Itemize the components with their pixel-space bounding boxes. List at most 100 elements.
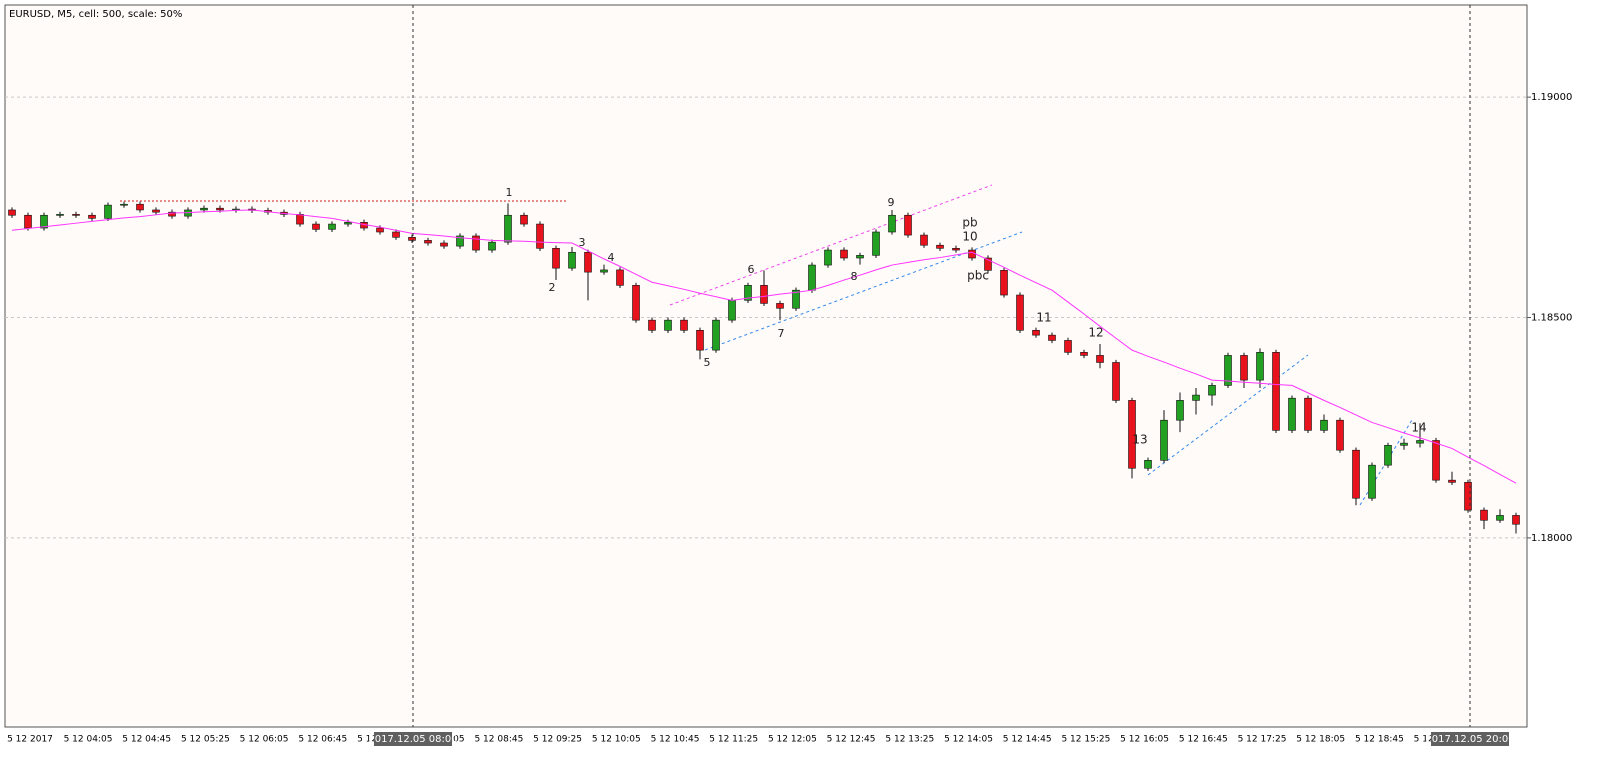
candle-body [328, 223, 336, 230]
x-tick-label: 5 12 17:25 [1238, 735, 1287, 745]
candle-body [1512, 515, 1520, 525]
candle-body [888, 214, 896, 233]
candle-body [136, 203, 144, 211]
candle-body [296, 214, 304, 225]
candle-body [1224, 355, 1232, 386]
candle-body [1352, 449, 1360, 499]
x-tick-label: 5 12 11:25 [709, 735, 758, 745]
candle-body [408, 236, 416, 241]
x-tick-label: 5 12 18:05 [1296, 735, 1345, 745]
annotation: 14 [1411, 421, 1426, 435]
x-tick-label: 5 12 16:45 [1179, 735, 1228, 745]
x-tick-label: 5 12 05:25 [181, 735, 230, 745]
candle-body [216, 207, 224, 211]
x-tick-label: 5 12 10:05 [592, 735, 641, 745]
annotation: 1 [506, 186, 513, 199]
crosshair-label: 2017.12.05 20:00 [1425, 734, 1514, 745]
candle-body [1400, 442, 1408, 446]
annotation: 2 [549, 281, 556, 294]
candle-body [1304, 397, 1312, 431]
candle-body [584, 251, 592, 273]
candle-body [440, 242, 448, 247]
candle-body [1112, 362, 1120, 401]
candle-body [1384, 445, 1392, 466]
x-tick-label: 5 12 04:05 [64, 735, 113, 745]
candle-body [952, 248, 960, 251]
candle-body [200, 207, 208, 211]
annotation: 6 [748, 263, 755, 276]
x-tick-label: 5 12 06:05 [240, 735, 289, 745]
crosshair-label-box [374, 732, 452, 746]
candle-body [568, 251, 576, 269]
y-tick-label: 1.19000 [1531, 92, 1572, 103]
candle-body [632, 285, 640, 321]
candle-body [1032, 329, 1040, 336]
candle-body [856, 255, 864, 259]
candle-body [824, 249, 832, 266]
candle-body [552, 248, 560, 269]
candle-body [1368, 464, 1376, 499]
candle-body [120, 203, 128, 206]
candle-body [920, 234, 928, 246]
candle-body [904, 214, 912, 236]
candle-body [728, 300, 736, 321]
candle-body [40, 214, 48, 229]
candle-body [1128, 400, 1136, 469]
candle-body [1496, 515, 1504, 521]
candle-body [376, 227, 384, 233]
candle-body [680, 319, 688, 331]
x-tick-label: 5 12 13:25 [885, 735, 934, 745]
annotation: 5 [704, 356, 711, 369]
candle-body [1160, 419, 1168, 461]
candle-body [456, 235, 464, 247]
candle-body [104, 204, 112, 219]
x-tick-label: 5 12 18:45 [1355, 735, 1404, 745]
chart-title: EURUSD, M5, cell: 500, scale: 50% [9, 9, 182, 20]
candle-body [488, 241, 496, 251]
candle-body [600, 269, 608, 273]
candle-body [1080, 352, 1088, 356]
candle-body [648, 319, 656, 331]
candle-body [1000, 270, 1008, 296]
candle-body [776, 303, 784, 309]
candle-body [760, 285, 768, 304]
annotation: 12 [1088, 326, 1103, 340]
annotation: 11 [1036, 311, 1051, 325]
moving-average [11, 209, 1517, 484]
x-tick-label: 5 12 14:05 [944, 735, 993, 745]
x-tick-label: 5 12 10:45 [651, 735, 700, 745]
candle-body [504, 214, 512, 243]
candle-body [168, 211, 176, 217]
candle-body [536, 223, 544, 249]
candle-body [520, 214, 528, 225]
x-tick-label: 5 12 08:45 [474, 735, 523, 745]
candle-body [1432, 440, 1440, 481]
crosshair-label: 2017.12.05 08:00 [368, 734, 457, 745]
candle-body [152, 209, 160, 213]
x-tick-label: 5 12 12:05 [768, 735, 817, 745]
candle-body [1240, 355, 1248, 381]
candle-body [840, 249, 848, 259]
candle-body [1480, 509, 1488, 521]
candle-body [24, 214, 32, 229]
y-tick-label: 1.18500 [1531, 313, 1572, 324]
annotation: pb [962, 216, 977, 230]
x-tick-label: 5 12 12:45 [827, 735, 876, 745]
candle-body [312, 223, 320, 230]
candle-body [1288, 397, 1296, 431]
annotation: 7 [778, 327, 785, 340]
x-tick-label: 5 12 14:45 [1003, 735, 1052, 745]
candle-body [616, 269, 624, 286]
candle-body [72, 214, 80, 216]
crosshair-label-box [1431, 732, 1509, 746]
x-tick-label: 5 12 15:25 [1061, 735, 1110, 745]
candle-body [1272, 352, 1280, 431]
annotation: 9 [888, 196, 895, 209]
candle-body [808, 264, 816, 291]
candle-body [1256, 352, 1264, 381]
candle-body [1464, 482, 1472, 511]
x-tick-label: 5 12 2017 [7, 735, 53, 745]
candle-body [872, 231, 880, 256]
candle-body [744, 285, 752, 301]
